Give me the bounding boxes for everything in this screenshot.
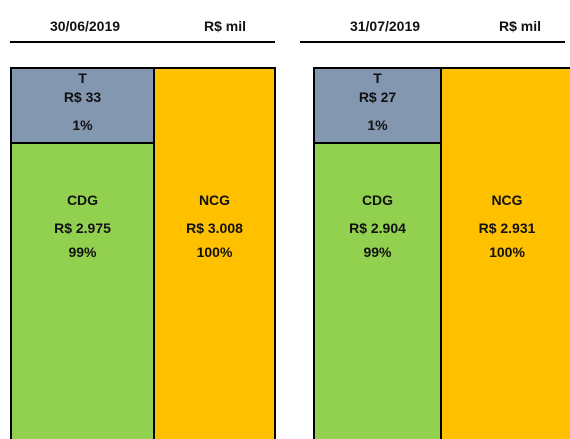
date-header: 30/06/2019	[49, 18, 121, 34]
header-rule	[300, 41, 565, 43]
cdg-label: CDG	[66, 192, 99, 208]
t-value: R$ 33	[63, 89, 102, 105]
t-pct: 1%	[367, 117, 388, 133]
ncg-pct: 100%	[196, 244, 233, 260]
unit-header: R$ mil	[498, 18, 541, 34]
cdg-block: CDG R$ 2.975 99%	[10, 142, 155, 439]
date-header: 31/07/2019	[349, 18, 421, 34]
ncg-block: NCG R$ 2.931 100%	[440, 67, 570, 439]
t-pct: 1%	[72, 117, 93, 133]
ncg-value: R$ 2.931	[478, 220, 536, 236]
ncg-label: NCG	[491, 192, 523, 208]
t-label: T	[373, 70, 382, 86]
header-rule	[10, 41, 275, 43]
cdg-pct: 99%	[68, 244, 97, 260]
t-block: T R$ 33 1%	[10, 67, 155, 144]
ncg-block: NCG R$ 3.008 100%	[153, 67, 276, 439]
cdg-label: CDG	[361, 192, 394, 208]
cdg-block: CDG R$ 2.904 99%	[313, 142, 442, 439]
ncg-value: R$ 3.008	[186, 220, 243, 236]
unit-header: R$ mil	[203, 18, 246, 34]
t-block: T R$ 27 1%	[313, 67, 442, 144]
cdg-value: R$ 2.904	[349, 220, 406, 236]
t-label: T	[78, 70, 87, 86]
cdg-value: R$ 2.975	[54, 220, 111, 236]
ncg-pct: 100%	[489, 244, 525, 260]
ncg-label: NCG	[198, 192, 231, 208]
t-value: R$ 27	[358, 89, 397, 105]
cdg-pct: 99%	[363, 244, 392, 260]
